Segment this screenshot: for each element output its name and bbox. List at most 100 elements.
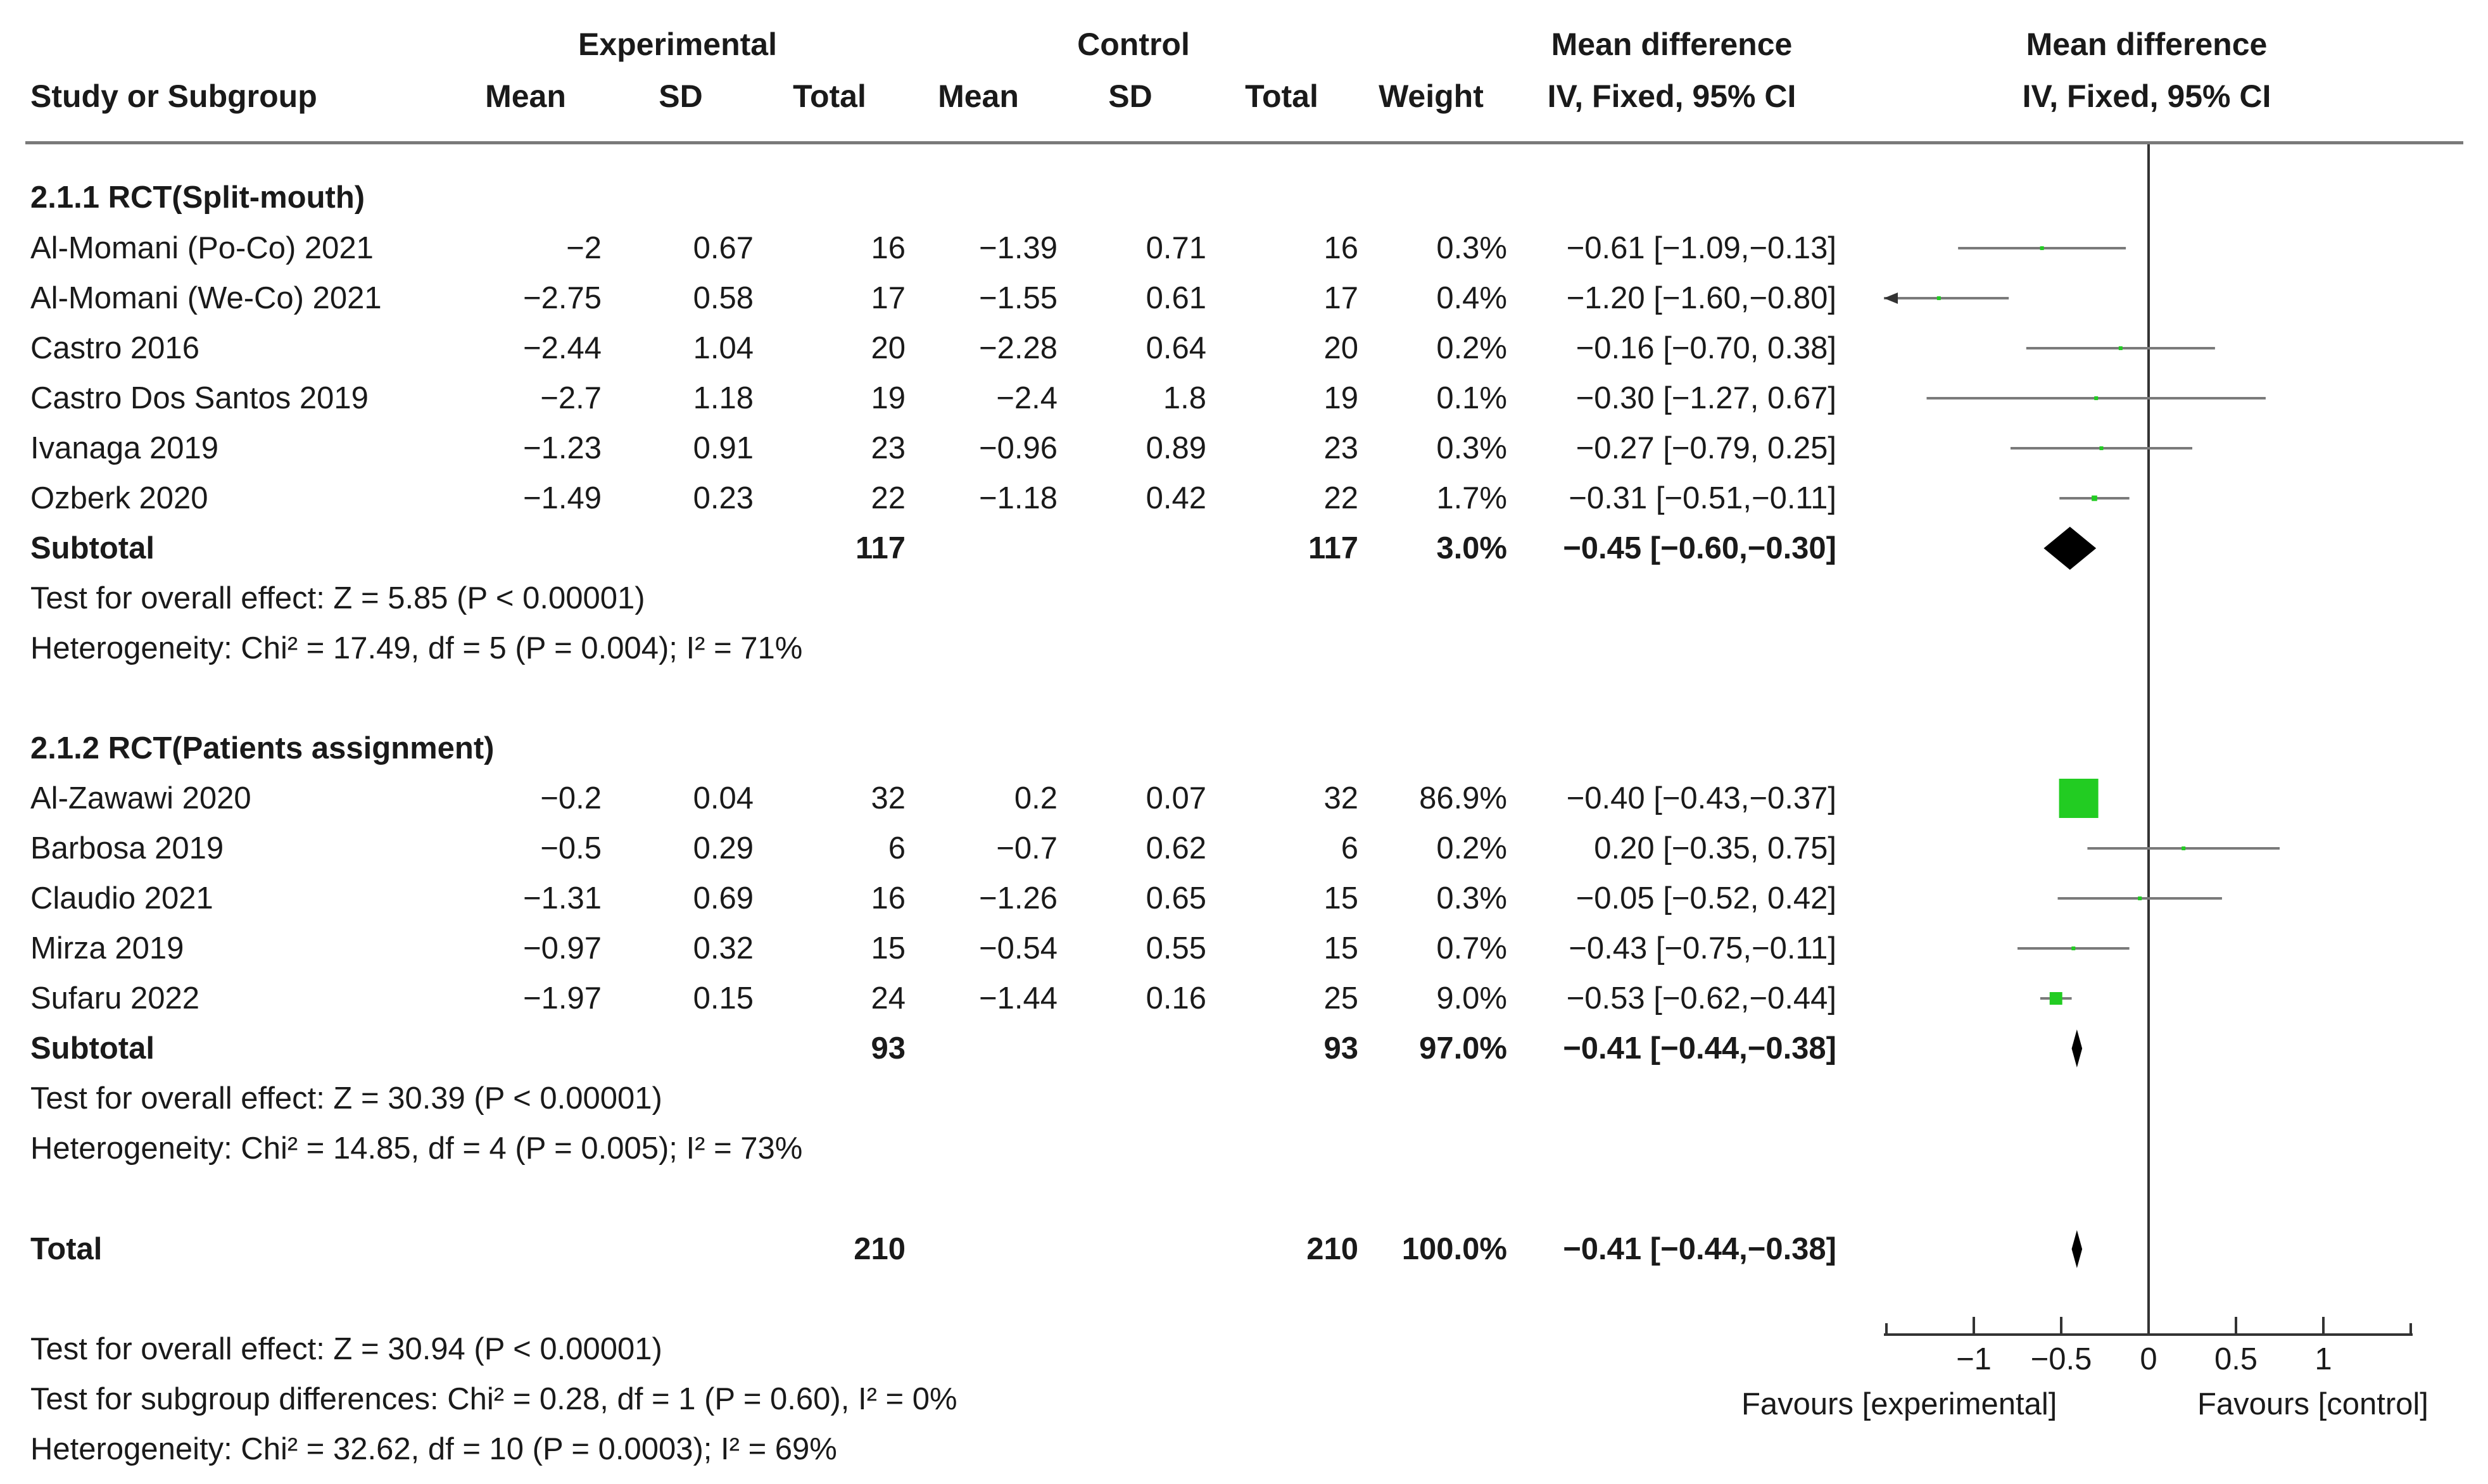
summary-diamond	[2071, 1029, 2083, 1067]
e-sd: 0.58	[693, 281, 754, 315]
e-sd: 1.18	[693, 381, 754, 415]
total-label: Total	[30, 1232, 103, 1266]
x-tick-label: 0	[2140, 1342, 2157, 1376]
e-total: 20	[871, 331, 906, 365]
x-tick-label: 0.5	[2214, 1342, 2258, 1376]
e-mean: −1.97	[523, 981, 602, 1016]
c-sd: 0.89	[1146, 431, 1206, 465]
group-1-test-overall: Test for overall effect: Z = 5.85 (P < 0…	[30, 581, 645, 615]
weight: 0.4%	[1436, 281, 1507, 315]
c-sd: 0.55	[1146, 931, 1206, 965]
ci-text: −0.05 [−0.52, 0.42]	[1576, 881, 1836, 915]
c-mean: −2.4	[996, 381, 1058, 415]
e-total: 210	[854, 1232, 906, 1266]
subtotal-label: Subtotal	[30, 1031, 155, 1066]
header-c-total: Total	[1245, 79, 1318, 114]
group-1-heterogeneity: Heterogeneity: Chi² = 17.49, df = 5 (P =…	[30, 631, 803, 665]
c-mean: −1.18	[979, 481, 1058, 515]
ci-text: −0.41 [−0.44,−0.38]	[1563, 1232, 1836, 1266]
c-sd: 0.64	[1146, 331, 1206, 365]
c-sd: 0.42	[1146, 481, 1206, 515]
c-mean: −1.55	[979, 281, 1058, 315]
ci-text: −0.41 [−0.44,−0.38]	[1563, 1031, 1836, 1066]
study-name: Ivanaga 2019	[30, 431, 218, 465]
e-total: 117	[855, 531, 906, 565]
group-2-heterogeneity: Heterogeneity: Chi² = 14.85, df = 4 (P =…	[30, 1131, 803, 1166]
footer-subgroup-diff: Test for subgroup differences: Chi² = 0.…	[30, 1382, 957, 1416]
study-point	[2092, 495, 2097, 501]
e-mean: −2.7	[540, 381, 602, 415]
weight: 0.2%	[1436, 831, 1507, 865]
e-total: 17	[871, 281, 906, 315]
weight: 0.7%	[1436, 931, 1507, 965]
e-total: 24	[871, 981, 906, 1016]
weight: 0.3%	[1436, 231, 1507, 265]
c-mean: −0.7	[996, 831, 1058, 865]
e-total: 22	[871, 481, 906, 515]
study-name: Ozberk 2020	[30, 481, 208, 515]
weight: 9.0%	[1436, 981, 1507, 1016]
ci-text: −1.20 [−1.60,−0.80]	[1566, 281, 1836, 315]
c-total: 15	[1323, 931, 1358, 965]
weight: 0.3%	[1436, 431, 1507, 465]
ci-text: −0.53 [−0.62,−0.44]	[1566, 981, 1836, 1016]
c-total: 6	[1341, 831, 1358, 865]
e-mean: −2.75	[523, 281, 602, 315]
ci-text: −0.30 [−1.27, 0.67]	[1576, 381, 1836, 415]
header-e-total: Total	[793, 79, 866, 114]
study-name: Castro Dos Santos 2019	[30, 381, 369, 415]
c-sd: 1.8	[1163, 381, 1206, 415]
ci-text: −0.31 [−0.51,−0.11]	[1569, 481, 1836, 515]
e-total: 93	[871, 1031, 906, 1066]
e-total: 32	[871, 781, 906, 815]
c-mean: −1.26	[979, 881, 1058, 915]
ci-text: 0.20 [−0.35, 0.75]	[1594, 831, 1836, 865]
e-mean: −0.97	[523, 931, 602, 965]
c-sd: 0.16	[1146, 981, 1206, 1016]
c-total: 19	[1323, 381, 1358, 415]
c-total: 210	[1306, 1232, 1358, 1266]
e-mean: −2	[566, 231, 602, 265]
c-total: 23	[1323, 431, 1358, 465]
e-sd: 0.15	[693, 981, 754, 1016]
group-1-title: 2.1.1 RCT(Split-mouth)	[30, 180, 365, 215]
study-point	[2049, 992, 2062, 1005]
group-2-test-overall: Test for overall effect: Z = 30.39 (P < …	[30, 1081, 662, 1116]
header-c-mean: Mean	[938, 79, 1019, 114]
e-total: 19	[871, 381, 906, 415]
c-mean: −1.39	[979, 231, 1058, 265]
study-point	[2182, 846, 2186, 850]
c-total: 16	[1323, 231, 1358, 265]
header-ci-right: IV, Fixed, 95% CI	[2022, 79, 2271, 114]
study-point	[1936, 296, 1941, 300]
c-total: 22	[1323, 481, 1358, 515]
c-mean: −1.44	[979, 981, 1058, 1016]
e-mean: −1.23	[523, 431, 602, 465]
header-c-sd: SD	[1108, 79, 1152, 114]
e-sd: 0.29	[693, 831, 754, 865]
c-mean: 0.2	[1014, 781, 1058, 815]
summary-diamond	[2071, 1230, 2083, 1268]
e-mean: −1.49	[523, 481, 602, 515]
study-point	[2099, 446, 2104, 450]
e-sd: 1.04	[693, 331, 754, 365]
weight: 0.2%	[1436, 331, 1507, 365]
c-mean: −0.96	[979, 431, 1058, 465]
c-total: 25	[1323, 981, 1358, 1016]
study-name: Claudio 2021	[30, 881, 213, 915]
e-sd: 0.67	[693, 231, 754, 265]
ci-text: −0.27 [−0.79, 0.25]	[1576, 431, 1836, 465]
c-total: 17	[1323, 281, 1358, 315]
c-sd: 0.61	[1146, 281, 1206, 315]
weight: 97.0%	[1419, 1031, 1507, 1066]
study-name: Al-Zawawi 2020	[30, 781, 251, 815]
subtotal-label: Subtotal	[30, 531, 155, 565]
ci-text: −0.16 [−0.70, 0.38]	[1576, 331, 1836, 365]
header-experimental: Experimental	[578, 27, 777, 62]
header-study: Study or Subgroup	[30, 79, 317, 114]
e-total: 16	[871, 231, 906, 265]
study-point	[2071, 946, 2076, 950]
header-e-sd: SD	[659, 79, 703, 114]
weight: 0.1%	[1436, 381, 1507, 415]
c-sd: 0.71	[1146, 231, 1206, 265]
